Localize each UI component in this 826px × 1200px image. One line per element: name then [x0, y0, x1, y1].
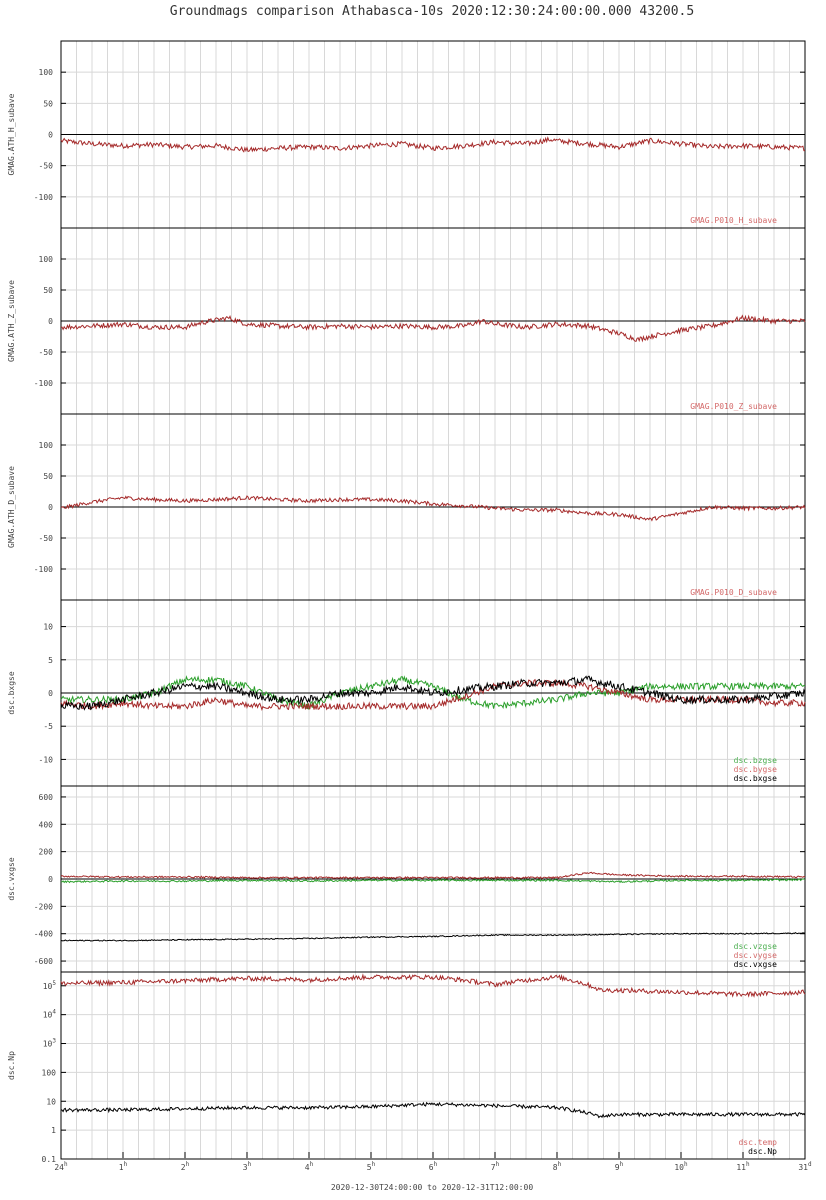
x-tick-unit: h [124, 1161, 128, 1168]
y-axis-label: dsc.Np [7, 1051, 16, 1080]
y-axis-label: GMAG.ATH_Z_subave [7, 280, 16, 362]
y-tick-label: -50 [39, 162, 54, 171]
x-tick-unit: h [310, 1161, 314, 1168]
y-tick-label: 5 [48, 656, 53, 665]
x-tick-label: 1h [119, 1161, 128, 1172]
y-tick-label: -100 [34, 379, 53, 388]
series-dsc-vzgse [60, 878, 806, 884]
y-axis-label: GMAG.ATH_D_subave [7, 466, 16, 548]
legend-entry: dsc.vxgse [734, 960, 778, 969]
y-tick-label: -10 [39, 755, 54, 764]
y-axis-label: dsc.bxgse [7, 671, 16, 715]
y-tick-label: 0 [48, 131, 53, 140]
series-dsc-temp [60, 973, 806, 998]
x-tick-label: 5h [367, 1161, 376, 1172]
x-tick-label: 4h [305, 1161, 314, 1172]
series-GMAG-P010_Z_subave [60, 314, 806, 343]
x-tick-unit: h [64, 1161, 68, 1168]
y-tick-label: 600 [39, 793, 54, 802]
y-axis-label: dsc.vxgse [7, 857, 16, 901]
series-dsc-Np [60, 1101, 806, 1119]
y-tick-label: -600 [34, 957, 53, 966]
chart-title: Groundmags comparison Athabasca-10s 2020… [170, 4, 694, 19]
x-tick-unit: h [496, 1161, 500, 1168]
series-GMAG-P010_H_subave [60, 136, 806, 153]
series-GMAG-P010_D_subave [60, 495, 806, 522]
x-tick-label: 31d [798, 1161, 812, 1172]
x-tick-label: 10h [674, 1161, 688, 1172]
y-tick-label: 105 [43, 980, 57, 991]
x-tick-unit: d [808, 1161, 812, 1168]
y-tick-label: 100 [42, 1068, 57, 1077]
y-tick-label: 100 [39, 255, 54, 264]
y-tick-label: -5 [43, 722, 53, 731]
x-tick-unit: h [558, 1161, 562, 1168]
y-tick-label: 0 [48, 689, 53, 698]
y-tick-label: -50 [39, 348, 54, 357]
legend-entry: GMAG.P010_H_subave [690, 216, 777, 225]
panel-5: 600 400 200 0 -200 -400 -600 dsc.vxgse dsc.vzgse… [7, 785, 806, 973]
x-tick-unit: h [434, 1161, 438, 1168]
panels: 100500-50-100GMAG.ATH_H_subaveGMAG.P010_… [7, 40, 806, 1164]
x-tick-label: 7h [491, 1161, 500, 1172]
x-tick-unit: h [186, 1161, 190, 1168]
panel-4: 1050-5-10dsc.bxgsedsc.bzgsedsc.bygsedsc.… [7, 599, 806, 787]
series-dsc-vygse [60, 871, 805, 880]
legend-entry: dsc.bygse [734, 765, 778, 774]
y-tick-label: 100 [39, 441, 54, 450]
legend-entry: GMAG.P010_Z_subave [690, 402, 777, 411]
x-tick-label: 3h [243, 1161, 252, 1172]
y-tick-label: 0 [48, 875, 53, 884]
y-axis-label: GMAG.ATH_H_subave [7, 93, 16, 175]
panel-1: 100 50 0 -50 -100 GMAG.ATH_H_subave GMAG.P010_… [7, 40, 806, 229]
y-tick-label: -50 [39, 534, 54, 543]
legend-entry: dsc.vygse [734, 951, 778, 960]
panel-2: 100 50 0 -50 -100 GMAG.ATH_Z_subave GMAG.P010_… [7, 227, 806, 415]
x-tick-unit: h [248, 1161, 252, 1168]
x-tick-unit: h [372, 1161, 376, 1168]
legend-entry: dsc.Np [748, 1147, 777, 1156]
series-dsc-bxgse [60, 675, 806, 711]
x-tick-label: 24h [54, 1161, 68, 1172]
x-tick-label: 11h [736, 1161, 750, 1172]
y-tick-label: 103 [43, 1038, 57, 1049]
y-tick-label: 0.1 [42, 1155, 57, 1164]
y-tick-label: -100 [34, 193, 53, 202]
y-tick-label: -200 [34, 902, 53, 911]
x-range-label: 2020-12-30T24:00:00 to 2020-12-31T12:00:… [331, 1183, 533, 1192]
y-tick-label: 104 [43, 1009, 57, 1020]
series-dsc-bzgse [60, 675, 806, 710]
x-axis: 24h 1h 2h 3h 4h 5h 6h 7h 8h 9h 10h 11h 31d [54, 1152, 812, 1172]
y-tick-label: 1 [51, 1126, 56, 1135]
y-tick-label: 50 [43, 472, 53, 481]
legend-entry: dsc.vzgse [734, 942, 778, 951]
panel-frame [60, 971, 806, 1160]
y-tick-label: -100 [34, 565, 53, 574]
x-tick-unit: h [684, 1161, 688, 1168]
y-tick-label: 400 [39, 820, 54, 829]
y-tick-label: 200 [39, 848, 54, 857]
y-tick-label: 50 [43, 99, 53, 108]
y-tick-label: 10 [46, 1097, 56, 1106]
legend-entry: dsc.temp [738, 1138, 777, 1147]
legend-entry: GMAG.P010_D_subave [690, 588, 777, 597]
x-tick-unit: h [746, 1161, 750, 1168]
series-dsc-vxgse [60, 931, 805, 942]
y-tick-label: -400 [34, 930, 53, 939]
x-tick-label: 9h [615, 1161, 624, 1172]
y-tick-label: 50 [43, 286, 53, 295]
panel-3: 100 50 0 -50 -100 GMAG.ATH_D_subave GMAG.P010_… [7, 413, 806, 601]
x-tick-label: 6h [429, 1161, 438, 1172]
x-tick-label: 2h [181, 1161, 190, 1172]
y-tick-label: 100 [39, 68, 54, 77]
y-tick-label: 0 [48, 317, 53, 326]
y-tick-label: 0 [48, 503, 53, 512]
x-tick-label: 8h [553, 1161, 562, 1172]
legend-entry: dsc.bzgse [734, 756, 778, 765]
legend-entry: dsc.bxgse [734, 774, 778, 783]
y-tick-label: 10 [43, 623, 53, 632]
x-tick-unit: h [620, 1161, 624, 1168]
